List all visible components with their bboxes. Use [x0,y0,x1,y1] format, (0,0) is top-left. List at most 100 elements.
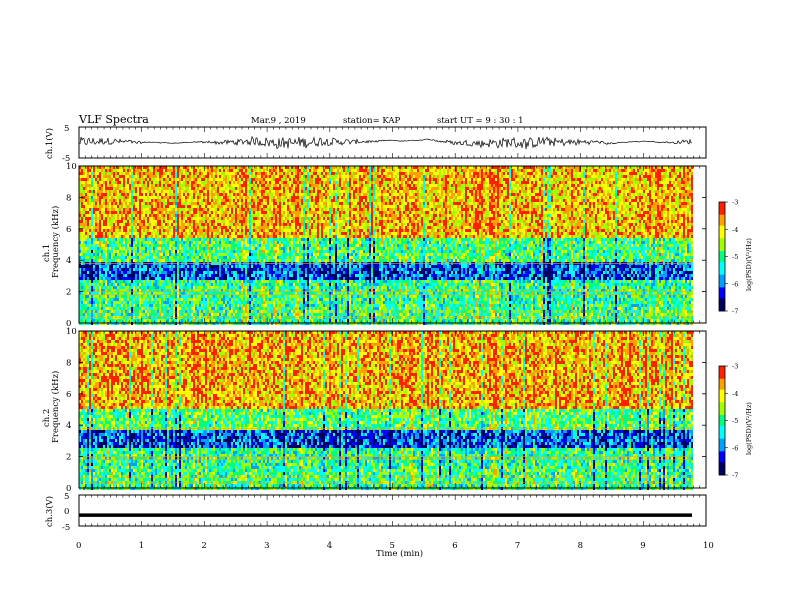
ch1-spectrogram-cell [251,235,253,238]
ch1-spectrogram-cell [161,292,163,295]
ch1-spectrogram-cell [171,214,173,217]
ch1-spectrogram-cell [99,190,101,193]
ch1-spectrogram-cell [199,313,201,316]
ch1-spectrogram-cell [173,319,175,322]
ch1-spectrogram-cell [125,271,127,274]
ch1-spectrogram-cell [225,280,227,283]
ch1-spectrogram-cell [163,265,165,268]
ch1-spectrogram-cell [227,211,229,214]
ch1-spectrogram-cell [137,208,139,211]
ch1-spectrogram-cell [261,283,263,286]
ch1-spectrogram-cell [217,172,219,175]
ch1-spectrogram-cell [121,196,123,199]
ch1-spectrogram-cell [147,256,149,259]
ch1-spectrogram-cell [171,247,173,250]
ch1-spectrogram-cell [131,202,133,205]
ch1-spectrogram-cell [181,310,183,313]
ch1-spectrogram-cell [131,229,133,232]
ch1-spectrogram-cell [177,304,179,307]
ch1-spectrogram-cell [211,202,213,205]
ch1-spectrogram-cell [105,235,107,238]
ch1-spectrogram-cell [91,220,93,223]
ch1-spectrogram-cell [255,259,257,262]
ch1-spectrogram-cell [107,298,109,301]
ch1-spectrogram-cell [121,286,123,289]
ch1-spectrogram-cell [197,172,199,175]
ch1-spectrogram-cell [243,199,245,202]
ch1-spectrogram-cell [145,307,147,310]
ch1-spectrogram-cell [223,286,225,289]
ch1-spectrogram-cell [169,304,171,307]
ch1-spectrogram-cell [143,217,145,220]
ch1-spectrogram-cell [247,232,249,235]
ch1-spectrogram-cell [183,169,185,172]
ch1-spectrogram-cell [217,247,219,250]
ch1-spectrogram-cell [221,259,223,262]
ch1-spectrogram-cell [83,232,85,235]
ch1-spectrogram-cell [109,286,111,289]
ch1-spectrogram-cell [93,196,95,199]
ch1-spectrogram-cell [157,169,159,172]
ch1-spectrogram-cell [137,313,139,316]
ch1-spectrogram-cell [205,187,207,190]
ch1-spectrogram-cell [255,196,257,199]
ch1-spectrogram-cell [241,280,243,283]
ch1-spectrogram-cell [87,271,89,274]
ch1-spectrogram-cell [145,292,147,295]
ch1-spectrogram-cell [241,187,243,190]
ch1-spectrogram-cell [97,289,99,292]
ch1-spectrogram-cell [151,196,153,199]
ch1-spectrogram-cell [181,229,183,232]
ch1-spectrogram-cell [265,235,267,238]
ch1-spectrogram-cell [81,238,83,241]
ch1-spectrogram-cell [181,253,183,256]
ch1-spectrogram-cell [253,307,255,310]
ch1-spectrogram-cell [97,205,99,208]
ch1-spectrogram-cell [243,292,245,295]
ch1-spectrogram-cell [145,265,147,268]
ch1-spectrogram-cell [199,295,201,298]
ch1-spectrogram-cell [191,241,193,244]
ch1-spectrogram-cell [101,184,103,187]
ch1-spectrogram-cell [255,226,257,229]
ch1-spectrogram-cell [103,217,105,220]
ch1-spectrogram-cell [169,193,171,196]
ch1-spectrogram-cell [213,292,215,295]
ch1-spectrogram-cell [105,196,107,199]
ch1-spectrogram-cell [175,298,177,301]
ch1-spectrogram-cell [251,283,253,286]
ch1-spectrogram-cell [179,247,181,250]
ch1-spectrogram-cell [139,301,141,304]
ch1-spectrogram-cell [165,193,167,196]
ch1-spectrogram-cell [183,274,185,277]
ch1-spectrogram-cell [209,184,211,187]
ch1-spectrogram-cell [245,214,247,217]
ch1-spectrogram-cell [265,268,267,271]
ch1-spectrogram-cell [257,169,259,172]
ch1-spectrogram-cell [249,310,251,313]
ch1-spectrogram-cell [161,214,163,217]
ch1-spectrogram-cell [145,301,147,304]
ch1-spectrogram-cell [81,307,83,310]
ch1-spectrogram-cell [165,298,167,301]
ch1-spectrogram-cell [259,217,261,220]
ch1-spectrogram-cell [181,313,183,316]
ch1-spectrogram-cell [253,286,255,289]
ch1-spectrogram-cell [233,259,235,262]
ch1-spectrogram-cell [239,190,241,193]
ch1-spectrogram-cell [251,241,253,244]
ch1-spectrogram-cell [157,220,159,223]
ch1-spectrogram-cell [141,220,143,223]
ch1-spectrogram-cell [83,259,85,262]
ch1-spectrogram-cell [113,265,115,268]
ch1-spectrogram-cell [265,214,267,217]
ch1-spectrogram-cell [225,304,227,307]
ch1-spectrogram-cell [125,178,127,181]
ch1-spectrogram-cell [215,229,217,232]
ch1-spectrogram-cell [235,295,237,298]
ch1-spectrogram-cell [117,268,119,271]
ch1-spectrogram-cell [201,280,203,283]
ch1-spectrogram-cell [261,202,263,205]
ch1-spectrogram-cell [153,292,155,295]
ch1-spectrogram-cell [199,208,201,211]
